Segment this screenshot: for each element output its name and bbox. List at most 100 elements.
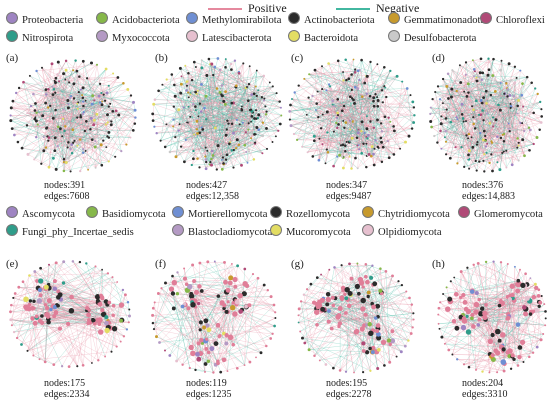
network-node	[44, 311, 50, 318]
network-node	[361, 285, 365, 289]
network-node	[153, 301, 156, 304]
network-node	[177, 129, 180, 132]
network-node	[66, 106, 70, 110]
network-node	[307, 348, 311, 352]
network-node	[346, 112, 350, 116]
network-node	[274, 317, 277, 319]
network-node	[191, 102, 195, 106]
network-node	[468, 167, 471, 170]
network-node	[103, 299, 109, 304]
network-node	[81, 147, 85, 151]
network-node	[473, 70, 476, 73]
network-node	[289, 124, 293, 128]
network-node	[59, 127, 62, 131]
network-node	[350, 73, 353, 76]
network-node	[234, 84, 238, 87]
network-node	[487, 57, 490, 60]
network-node	[356, 167, 359, 170]
network-node	[216, 294, 221, 298]
network-node	[437, 322, 440, 325]
network-node	[241, 121, 244, 124]
network-node	[45, 305, 50, 311]
network-node	[464, 73, 467, 76]
network-nodes	[9, 59, 137, 173]
network-node	[109, 123, 113, 127]
legend-item: Mucoromycota	[270, 224, 351, 242]
network-node	[84, 149, 87, 152]
network-node	[201, 128, 205, 131]
network-node	[45, 93, 48, 96]
network-node	[56, 303, 60, 308]
network-node	[453, 276, 456, 279]
network-node	[492, 57, 495, 61]
legend-item: Olpidiomycota	[362, 224, 442, 242]
network-node	[184, 282, 189, 286]
network-node	[430, 125, 433, 129]
network-node	[78, 75, 81, 78]
phylum-dot	[388, 30, 400, 42]
network-node	[354, 328, 360, 334]
network-node	[353, 120, 356, 124]
network-node	[450, 87, 454, 91]
network-node	[111, 326, 118, 332]
network-node	[228, 142, 231, 146]
network-node	[250, 108, 253, 111]
network-node	[405, 290, 408, 293]
network-node	[517, 345, 523, 350]
network-node	[122, 335, 126, 338]
network-node	[496, 371, 499, 374]
network-node	[76, 365, 79, 368]
network-node	[15, 336, 19, 340]
network-node	[390, 329, 395, 334]
network-node	[380, 108, 383, 111]
network-node	[318, 137, 321, 140]
network-node	[222, 306, 226, 311]
network-node	[319, 127, 323, 130]
network-node	[307, 96, 310, 99]
network-node	[64, 78, 67, 81]
network-node	[99, 293, 103, 298]
network-node	[17, 285, 21, 289]
network-node	[74, 59, 77, 62]
network-node	[179, 82, 183, 86]
network-node	[332, 366, 335, 370]
network-node	[99, 101, 102, 104]
network-node	[33, 109, 37, 112]
network-node	[537, 288, 541, 292]
network-node	[174, 136, 177, 139]
network-node	[537, 304, 541, 308]
network-node	[262, 74, 266, 78]
network-node	[530, 81, 533, 84]
network-node	[10, 303, 13, 307]
network-node	[52, 87, 56, 91]
network-node	[73, 115, 76, 118]
network-node	[361, 349, 366, 353]
network-node	[399, 147, 402, 150]
network-node	[163, 349, 167, 352]
network-node	[99, 143, 103, 147]
network-graph-d	[429, 57, 543, 173]
network-node	[158, 341, 161, 344]
network-node	[25, 124, 29, 127]
network-node	[222, 303, 227, 308]
network-node	[365, 279, 370, 285]
network-node	[62, 169, 66, 173]
network-node	[54, 261, 58, 265]
network-node	[26, 349, 29, 352]
network-node	[385, 95, 388, 99]
network-node	[107, 130, 111, 134]
network-node	[367, 133, 370, 137]
network-node	[373, 316, 378, 320]
network-node	[297, 84, 300, 87]
network-node	[225, 162, 227, 165]
network-node	[514, 147, 517, 150]
network-node	[53, 310, 59, 316]
network-node	[388, 342, 392, 347]
network-node	[47, 87, 50, 91]
network-node	[519, 268, 521, 271]
network-node	[532, 142, 535, 146]
network-node	[395, 74, 399, 78]
network-node	[204, 94, 208, 98]
network-node	[105, 91, 109, 95]
network-node	[56, 73, 59, 76]
